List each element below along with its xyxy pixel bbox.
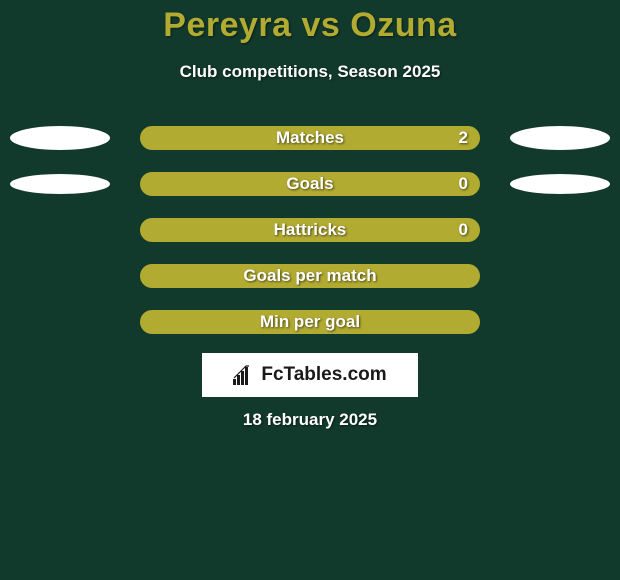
- stat-bar: [140, 218, 480, 242]
- stat-row: Goals per match: [0, 264, 620, 288]
- page-subtitle: Club competitions, Season 2025: [0, 62, 620, 82]
- stat-row: Hattricks0: [0, 218, 620, 242]
- stat-bar: [140, 172, 480, 196]
- date-label: 18 february 2025: [0, 410, 620, 430]
- comparison-infographic: Pereyra vs Ozuna Club competitions, Seas…: [0, 0, 620, 580]
- right-ellipse: [510, 126, 610, 150]
- page-title: Pereyra vs Ozuna: [0, 6, 620, 45]
- right-ellipse: [510, 174, 610, 194]
- left-ellipse: [10, 174, 110, 194]
- logo-box: FcTables.com: [202, 353, 418, 397]
- bar-chart-icon: [233, 365, 255, 385]
- stat-bar: [140, 310, 480, 334]
- logo-text: FcTables.com: [261, 364, 386, 386]
- stat-row: Matches2: [0, 126, 620, 150]
- stat-row: Goals0: [0, 172, 620, 196]
- stat-row: Min per goal: [0, 310, 620, 334]
- left-ellipse: [10, 126, 110, 150]
- stat-bar: [140, 126, 480, 150]
- stat-bar: [140, 264, 480, 288]
